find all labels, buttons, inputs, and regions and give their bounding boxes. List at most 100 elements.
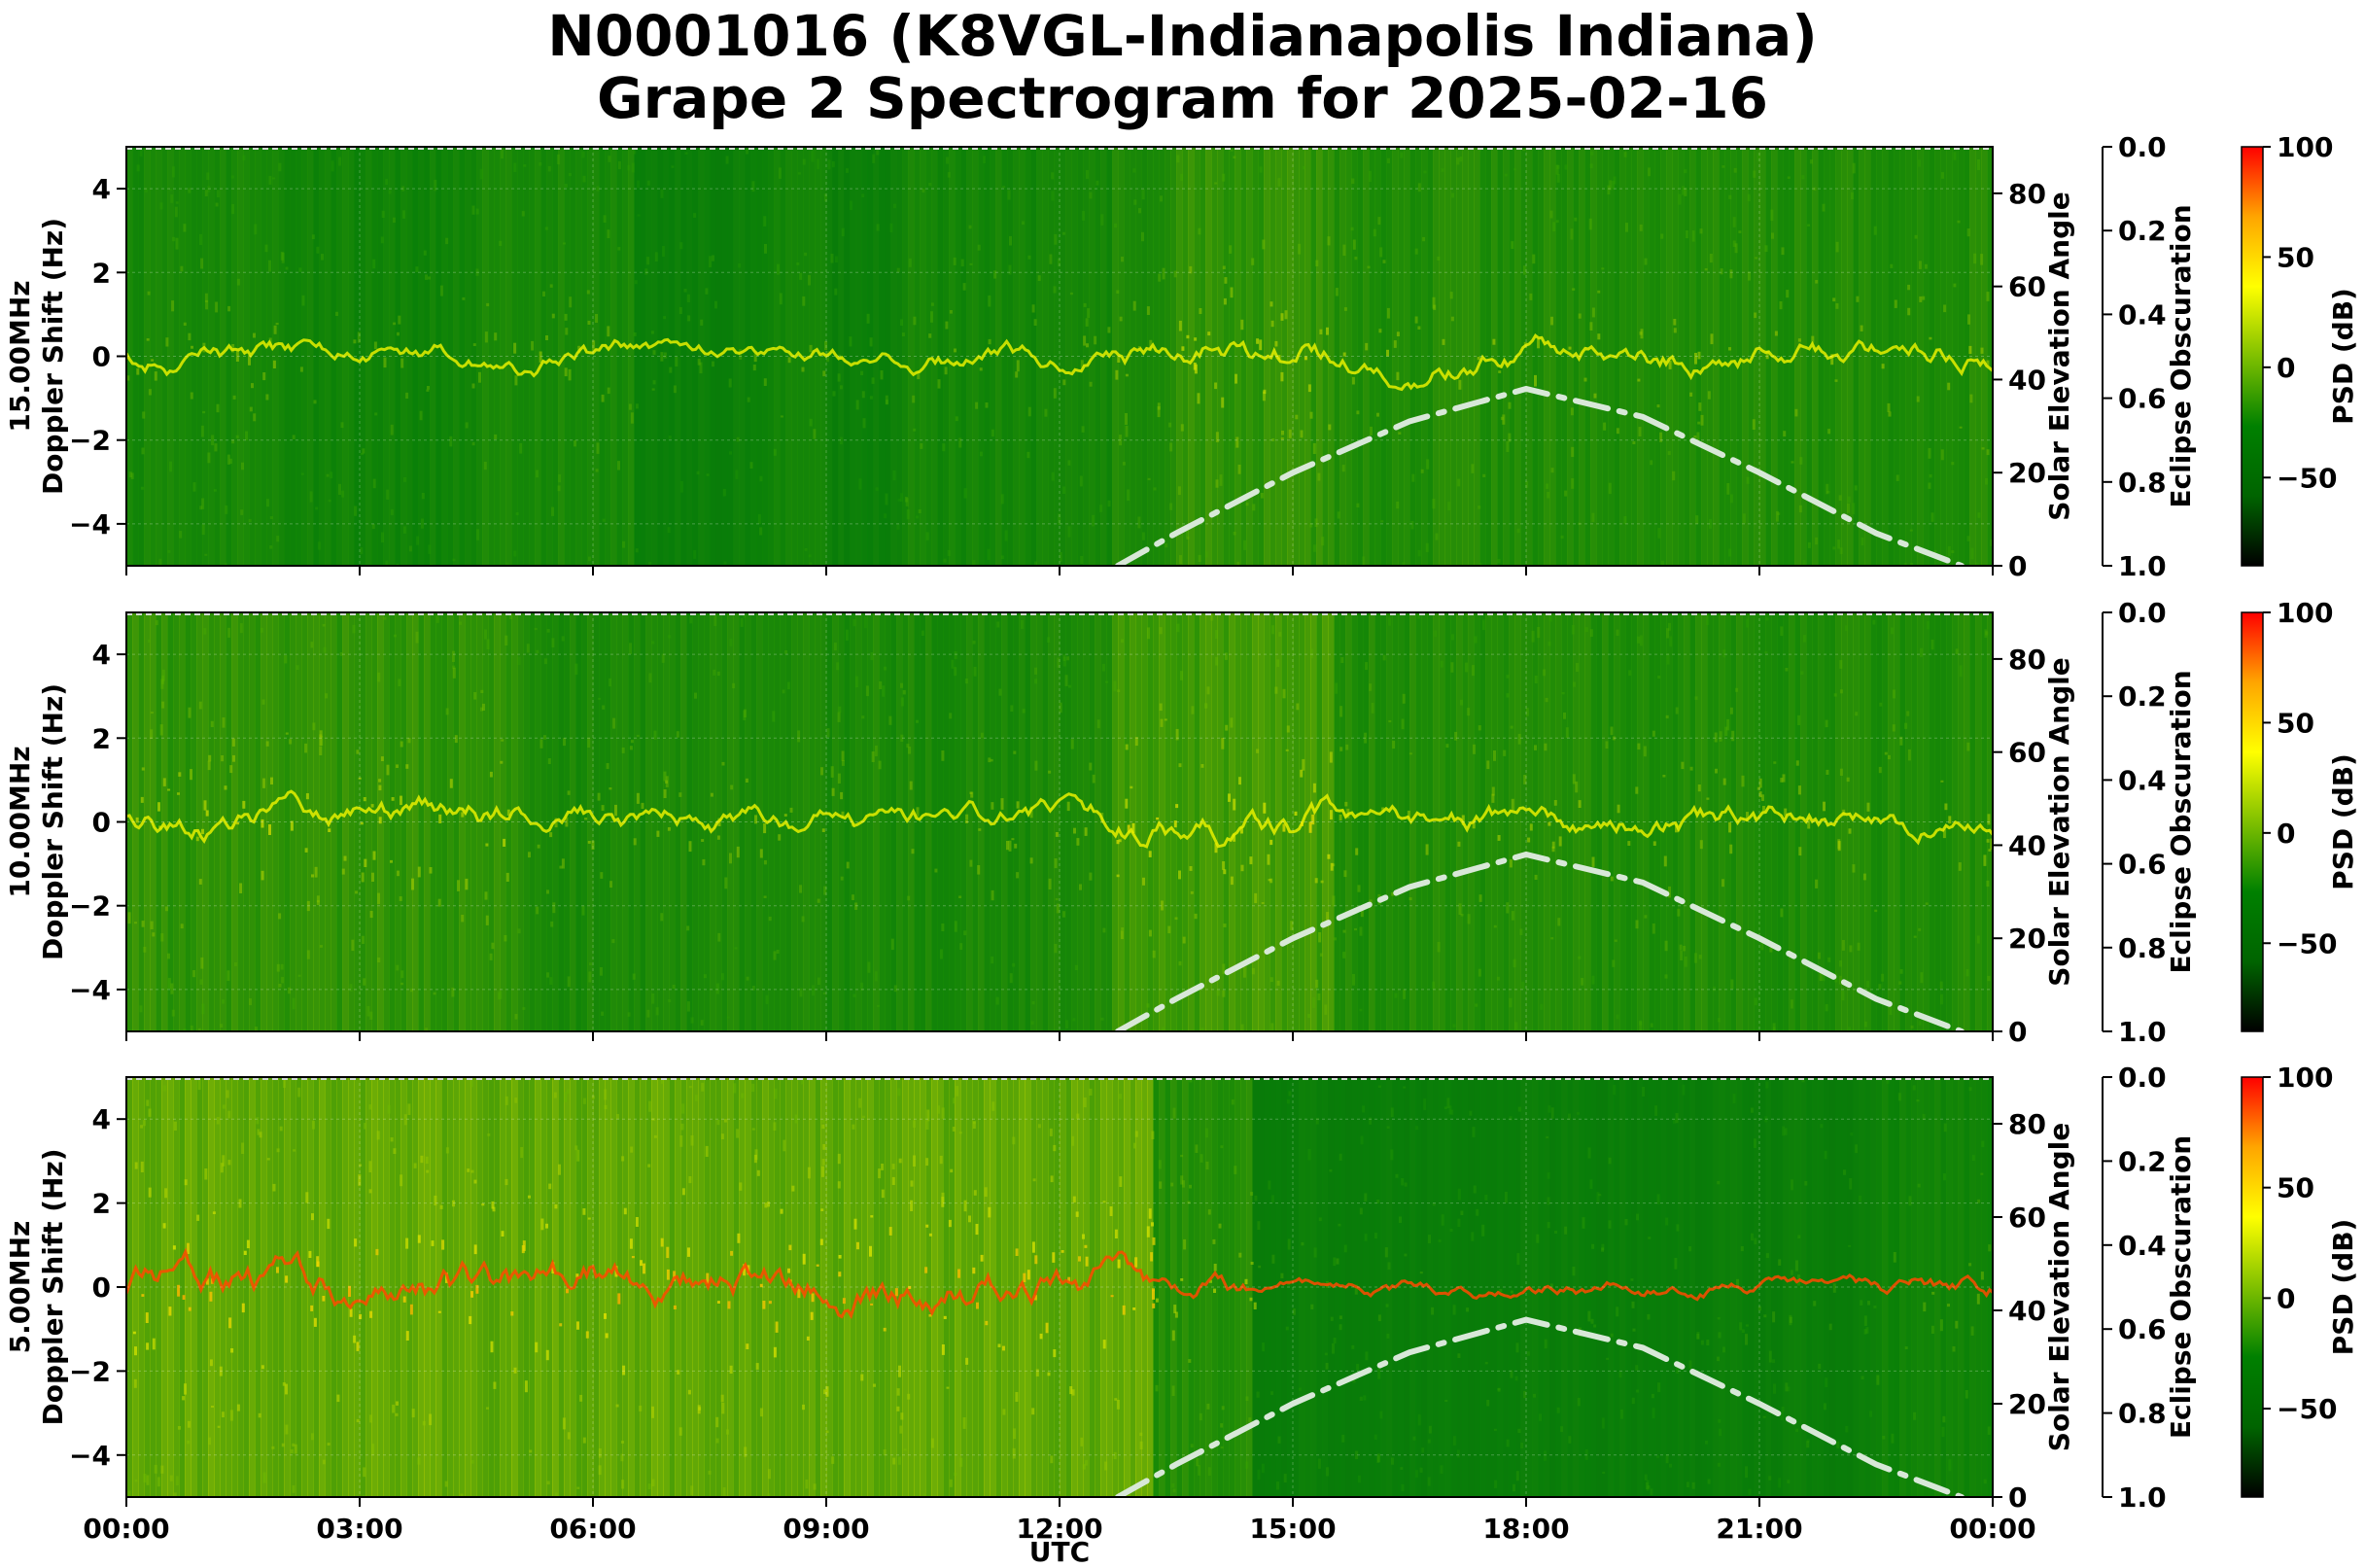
spectrogram-speck xyxy=(1717,1462,1721,1467)
spectrogram-speck xyxy=(187,1420,191,1428)
eclipse-tick-label: 0.8 xyxy=(2118,932,2167,964)
spectrogram-speck xyxy=(1127,489,1130,502)
spectrogram-speck xyxy=(900,319,903,326)
spectrogram-speck xyxy=(1174,1311,1178,1318)
spectrogram-column xyxy=(1334,1077,1340,1497)
spectrogram-column xyxy=(966,612,973,1031)
spectrogram-speck xyxy=(1976,935,1980,944)
spectrogram-speck xyxy=(690,1134,694,1146)
spectrogram-speck xyxy=(390,508,394,515)
spectrogram-speck xyxy=(870,1303,874,1306)
spectrogram-column xyxy=(1800,1077,1807,1497)
spectrogram-speck xyxy=(142,411,146,419)
spectrogram-speck xyxy=(1787,176,1791,179)
spectrogram-speck xyxy=(400,982,404,986)
spectrogram-speck xyxy=(1543,669,1547,677)
spectrogram-column xyxy=(826,147,833,566)
spectrogram-speck xyxy=(416,536,420,545)
spectrogram-speck xyxy=(1422,236,1426,242)
spectrogram-speck xyxy=(1557,918,1561,926)
spectrogram-speck xyxy=(1233,156,1236,158)
spectrogram-speck xyxy=(1276,1481,1279,1490)
spectrogram-speck xyxy=(840,876,844,881)
spectrogram-speck xyxy=(1102,927,1106,933)
spectrogram-column xyxy=(1929,1077,1935,1497)
spectrogram-speck xyxy=(1459,157,1463,162)
spectrogram-speck xyxy=(1616,1307,1619,1317)
spectrogram-speck xyxy=(1637,743,1641,750)
spectrogram-speck xyxy=(1564,164,1568,170)
spectrogram-column xyxy=(1246,1077,1253,1497)
colorbar-label: PSD (dB) xyxy=(2327,1219,2359,1356)
spectrogram-speck xyxy=(1012,1136,1016,1145)
spectrogram-speck xyxy=(501,739,504,742)
spectrogram-speck xyxy=(1031,1408,1035,1415)
spectrogram-speck xyxy=(651,388,655,391)
spectrogram-speck xyxy=(729,1365,733,1374)
spectrogram-speck xyxy=(1327,854,1331,859)
spectrogram-speck xyxy=(217,1425,221,1428)
spectrogram-speck xyxy=(445,708,449,715)
spectrogram-speck xyxy=(1575,781,1579,793)
spectrogram-column xyxy=(1987,1077,1993,1497)
spectrogram-column xyxy=(1783,1077,1790,1497)
spectrogram-speck xyxy=(751,1128,755,1131)
colorbar-tick-label: 100 xyxy=(2277,597,2333,629)
spectrogram-column xyxy=(698,147,705,566)
eclipse-tick-label: 0.0 xyxy=(2118,597,2167,629)
spectrogram-speck xyxy=(1616,428,1619,435)
spectrogram-speck xyxy=(1726,718,1730,731)
spectrogram-speck xyxy=(652,350,656,355)
spectrogram-speck xyxy=(822,370,826,377)
spectrogram-column xyxy=(1118,612,1125,1031)
spectrogram-speck xyxy=(1437,256,1441,261)
spectrogram-column xyxy=(1649,612,1655,1031)
spectrogram-speck xyxy=(1745,1466,1749,1479)
spectrogram-speck xyxy=(941,1344,945,1355)
spectrogram-column xyxy=(1468,1077,1475,1497)
elevation-tick-label: 20 xyxy=(2008,923,2046,955)
spectrogram-column xyxy=(465,612,471,1031)
spectrogram-speck xyxy=(1069,292,1073,296)
spectrogram-column xyxy=(301,147,308,566)
spectrogram-column xyxy=(1141,612,1148,1031)
spectrogram-speck xyxy=(535,1342,539,1353)
spectrogram-speck xyxy=(1456,157,1460,165)
spectrogram-column xyxy=(634,1077,641,1497)
spectrogram-column xyxy=(272,612,279,1031)
elevation-tick-label: 0 xyxy=(2008,1481,2027,1514)
spectrogram-column xyxy=(395,1077,401,1497)
spectrogram-speck xyxy=(1251,967,1255,975)
spectrogram-speck xyxy=(596,186,600,192)
spectrogram-speck xyxy=(1336,1258,1339,1265)
eclipse-tick-label: 0.4 xyxy=(2118,764,2167,796)
spectrogram-speck xyxy=(1373,228,1376,237)
spectrogram-speck xyxy=(1053,388,1057,399)
spectrogram-speck xyxy=(965,1357,969,1365)
spectrogram-speck xyxy=(1550,937,1554,940)
spectrogram-column xyxy=(768,1077,775,1497)
spectrogram-speck xyxy=(900,1412,904,1420)
spectrogram-column xyxy=(628,612,635,1031)
spectrogram-speck xyxy=(1695,515,1699,525)
spectrogram-speck xyxy=(1944,803,1948,811)
spectrogram-column xyxy=(1409,147,1416,566)
spectrogram-speck xyxy=(1710,333,1714,345)
spectrogram-speck xyxy=(1801,1079,1805,1083)
spectrogram-speck xyxy=(1589,322,1593,331)
spectrogram-speck xyxy=(1376,1200,1380,1203)
spectrogram-speck xyxy=(885,395,888,404)
spectrogram-column xyxy=(850,147,856,566)
spectrogram-column xyxy=(1258,1077,1265,1497)
spectrogram-column xyxy=(1001,612,1008,1031)
spectrogram-speck xyxy=(1319,329,1323,334)
spectrogram-speck xyxy=(1746,476,1750,484)
spectrogram-column xyxy=(505,147,512,566)
spectrogram-speck xyxy=(1741,1329,1745,1334)
spectrogram-speck xyxy=(434,179,437,192)
spectrogram-speck xyxy=(1922,296,1926,300)
spectrogram-speck xyxy=(1254,892,1258,904)
spectrogram-speck xyxy=(1832,297,1836,302)
spectrogram-column xyxy=(360,1077,366,1497)
spectrogram-speck xyxy=(1691,1481,1695,1489)
